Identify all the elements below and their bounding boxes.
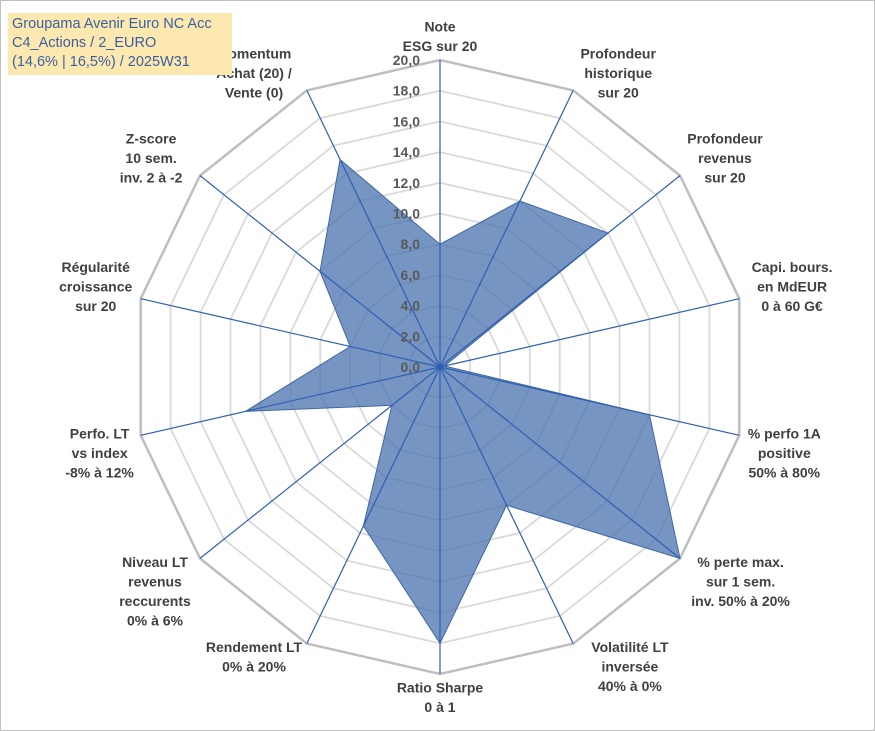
radar-axis-labels: Note ESG sur 20 Profondeur historique sur 20… — [59, 19, 832, 716]
axis-label-line: -8% à 12% — [65, 465, 134, 481]
axis-spoke — [439, 366, 740, 436]
axis-label-line: 0% à 20% — [222, 659, 286, 675]
axis-label-line: vs index — [72, 445, 128, 461]
axis-label-line: Perfo. LT — [70, 426, 130, 442]
axis-label: Momentum Achat (20) / Vente (0) — [216, 45, 292, 100]
axis-spoke — [439, 366, 574, 644]
axis-label-line: Note — [424, 19, 455, 35]
axis-label-line: revenus — [128, 573, 182, 589]
axis-label-line: sur 20 — [75, 298, 116, 314]
axis-label-line: % perfo 1A — [748, 426, 821, 442]
axis-label: Niveau LT revenus reccurents 0% à 6% — [119, 554, 191, 629]
axis-spoke — [140, 298, 441, 368]
axis-label: Z-score 10 sem. inv. 2 à -2 — [120, 131, 183, 186]
axis-label-line: Rendement LT — [206, 639, 303, 655]
axis-label: Volatilité LT inversée 40% à 0% — [591, 639, 669, 694]
axis-label-line: Régularité — [61, 259, 130, 275]
axis-label-line: en MdEUR — [757, 278, 827, 294]
axis-spoke — [439, 298, 740, 368]
axis-label: % perfo 1A positive 50% à 80% — [748, 426, 821, 481]
tick-label: 14,0 — [393, 144, 420, 160]
axis-spoke — [439, 175, 681, 368]
axis-label-line: 0 à 1 — [424, 699, 455, 715]
tick-label: 16,0 — [393, 113, 420, 129]
axis-label-line: Profondeur — [687, 131, 763, 147]
axis-label-line: inv. 50% à 20% — [691, 593, 790, 609]
tick-label: 2,0 — [401, 328, 421, 344]
axis-label-line: 0% à 6% — [127, 612, 184, 628]
axis-label-line: 10 sem. — [125, 150, 176, 166]
axis-spoke — [140, 366, 441, 436]
axis-label-line: ESG sur 20 — [403, 38, 478, 54]
axis-label: Régularité croissance sur 20 — [59, 259, 132, 314]
axis-spoke — [306, 90, 441, 368]
axis-label-line: reccurents — [119, 593, 191, 609]
axis-label-line: 50% à 80% — [748, 465, 820, 481]
axis-label: Capi. bours. en MdEUR 0 à 60 G€ — [752, 259, 833, 314]
axis-label: % perte max. sur 1 sem. inv. 50% à 20% — [691, 554, 790, 609]
axis-label: Rendement LT 0% à 20% — [206, 639, 303, 675]
axis-label: Profondeur revenus sur 20 — [687, 131, 763, 186]
radar-tick-labels: 0,0 2,0 4,0 6,0 8,0 10,0 12,0 14,0 16,0 18,0 20,0 — [393, 52, 420, 375]
axis-label-line: Profondeur — [580, 45, 656, 61]
axis-label-line: Capi. bours. — [752, 259, 833, 275]
fund-name: Groupama Avenir Euro NC Acc — [12, 16, 212, 32]
axis-label-line: Ratio Sharpe — [397, 680, 484, 696]
axis-label-line: Momentum — [217, 45, 292, 61]
axis-label: Profondeur historique sur 20 — [580, 45, 656, 100]
axis-label-line: inversée — [601, 659, 658, 675]
tick-label: 8,0 — [401, 236, 421, 252]
fund-category: C4_Actions / 2_EURO — [12, 35, 157, 51]
fund-title-box: Groupama Avenir Euro NC Acc C4_Actions /… — [8, 13, 232, 75]
tick-label: 10,0 — [393, 206, 420, 222]
axis-label-line: revenus — [698, 150, 752, 166]
tick-label: 18,0 — [393, 83, 420, 99]
axis-spoke — [439, 366, 681, 559]
tick-label: 12,0 — [393, 175, 420, 191]
axis-label-line: Vente (0) — [225, 84, 283, 100]
axis-label-line: inv. 2 à -2 — [120, 170, 183, 186]
axis-label: Ratio Sharpe 0 à 1 — [397, 680, 484, 716]
fund-stats: (14,6% | 16,5%) / 2025W31 — [12, 54, 190, 70]
axis-label-line: sur 20 — [598, 84, 639, 100]
axis-label-line: Achat (20) / — [216, 65, 292, 81]
axis-label-line: historique — [584, 65, 652, 81]
axis-label-line: 0 à 60 G€ — [761, 298, 823, 314]
axis-label-line: % perte max. — [697, 554, 783, 570]
axis-label-line: positive — [758, 445, 811, 461]
axis-spoke — [439, 90, 574, 368]
tick-label: 0,0 — [401, 359, 421, 375]
axis-label-line: sur 1 sem. — [706, 573, 775, 589]
axis-label: Note ESG sur 20 — [403, 19, 478, 55]
axis-label: Perfo. LT vs index -8% à 12% — [65, 426, 134, 481]
tick-label: 20,0 — [393, 52, 420, 68]
tick-label: 4,0 — [401, 298, 421, 314]
axis-label-line: 40% à 0% — [598, 678, 662, 694]
axis-label-line: Niveau LT — [122, 554, 188, 570]
axis-spoke — [306, 366, 441, 644]
axis-label-line: Volatilité LT — [591, 639, 669, 655]
axis-spoke — [199, 175, 441, 368]
axis-label-line: Z-score — [126, 131, 177, 147]
axis-label-line: sur 20 — [704, 170, 745, 186]
axis-label-line: croissance — [59, 278, 132, 294]
axis-spoke — [199, 366, 441, 559]
tick-label: 6,0 — [401, 267, 421, 283]
radar-spokes — [140, 60, 740, 674]
